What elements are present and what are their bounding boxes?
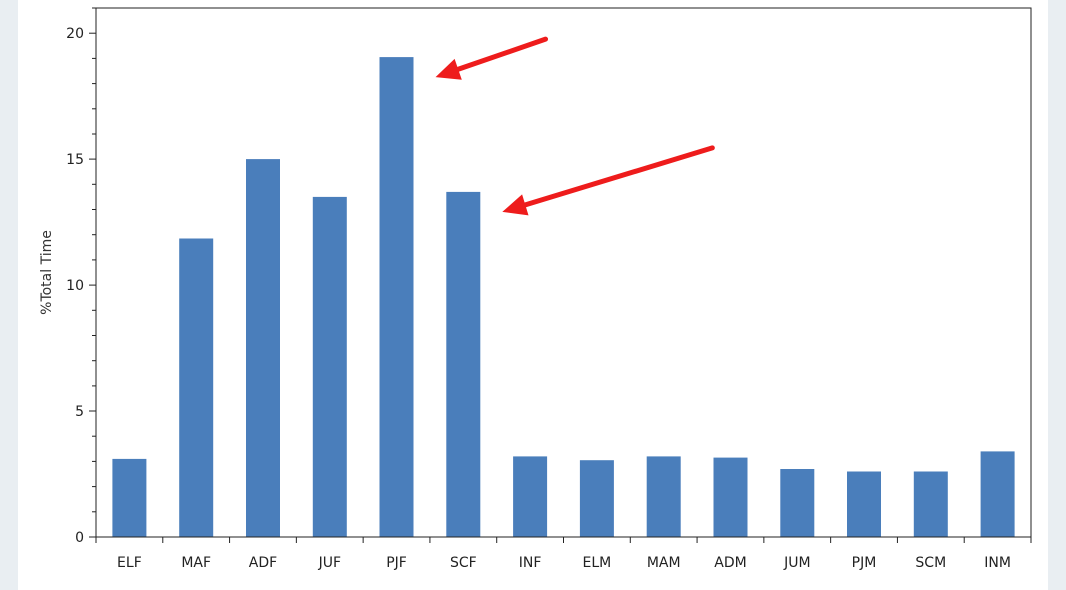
bars-group — [112, 57, 1015, 537]
annotation-arrow-head — [435, 58, 462, 80]
x-tick-label-maf: MAF — [181, 555, 211, 571]
annotation-arrow-shaft — [455, 36, 549, 72]
y-tick-label: 10 — [66, 278, 84, 294]
bar-mam — [646, 456, 681, 537]
bar-elm — [579, 460, 614, 537]
x-tick-label-inm: INM — [984, 555, 1011, 571]
y-tick-label: 5 — [75, 404, 84, 420]
x-tick-label-adf: ADF — [249, 555, 277, 571]
x-tick-label-inf: INF — [519, 555, 542, 571]
x-tick-label-mam: MAM — [647, 555, 681, 571]
plot-frame — [95, 7, 1032, 537]
annotations-group — [435, 36, 715, 216]
x-tick-label-pjm: PJM — [852, 555, 877, 571]
annotation-arrow-head — [502, 194, 529, 216]
y-tick-label: 20 — [66, 26, 84, 42]
bar-chart: 0 5 10 15 20 ELF MAF ADF JUF PJF SCF INF ELM MAM ADM J… — [39, 7, 1032, 571]
bar-adf — [246, 159, 280, 537]
y-axis: 0 5 10 15 20 — [66, 7, 97, 546]
x-tick-label-pjf: PJF — [386, 555, 407, 571]
annotation-arrow-shaft — [522, 145, 715, 208]
bar-inm — [980, 451, 1015, 537]
y-tick-label: 0 — [75, 530, 84, 546]
bar-inf — [513, 456, 548, 537]
y-axis-title: %Total Time — [39, 230, 55, 315]
bar-maf — [179, 238, 214, 537]
bar-juf — [312, 196, 347, 537]
bar-jum — [780, 469, 815, 537]
y-tick-label: 15 — [66, 152, 84, 168]
x-tick-label-elm: ELM — [583, 555, 612, 571]
bar-scm — [913, 471, 948, 537]
plot-border — [95, 7, 1032, 537]
bar-adm — [713, 457, 748, 537]
chart-frame: 0 5 10 15 20 ELF MAF ADF JUF PJF SCF INF ELM MAM ADM J… — [18, 0, 1048, 590]
bar-scf — [446, 191, 481, 537]
x-tick-label-adm: ADM — [714, 555, 746, 571]
x-tick-label-scm: SCM — [915, 555, 946, 571]
bar-pjm — [847, 471, 881, 537]
x-tick-label-scf: SCF — [450, 555, 477, 571]
x-tick-label-jum: JUM — [783, 555, 810, 571]
bar-elf — [112, 458, 147, 537]
x-tick-label-juf: JUF — [318, 555, 341, 571]
x-tick-label-elf: ELF — [117, 555, 142, 571]
x-axis: ELF MAF ADF JUF PJF SCF INF ELM MAM ADM JUM PJM SCM I… — [95, 536, 1032, 571]
bar-pjf — [379, 57, 414, 537]
